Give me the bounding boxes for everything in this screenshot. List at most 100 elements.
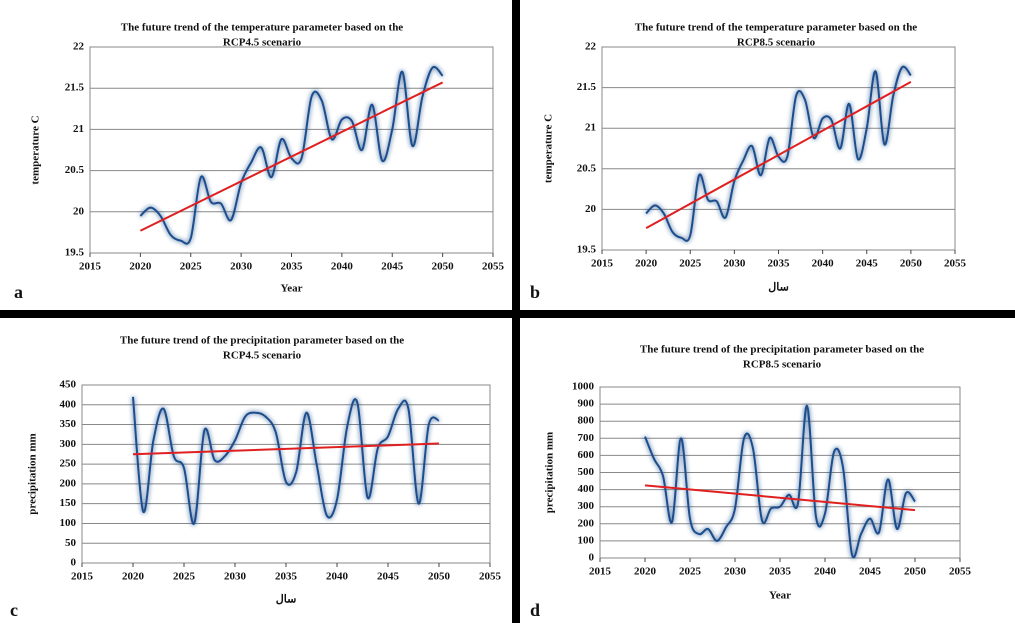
y-tick-label: 900 (578, 398, 595, 410)
y-axis-label: precipitation mm (544, 432, 556, 513)
x-tick-label: 2025 (173, 571, 196, 583)
chart-title: The future trend of the precipitation pa… (640, 344, 924, 356)
y-tick-label: 200 (578, 517, 595, 529)
x-tick-label: 2030 (224, 571, 247, 583)
y-tick-label: 300 (60, 438, 77, 450)
x-axis-label: سال (276, 594, 297, 606)
divider (0, 310, 1015, 318)
trend-line (645, 81, 912, 229)
x-tick-label: 2035 (281, 261, 304, 273)
y-tick-label: 19.5 (577, 244, 597, 256)
x-tick-label: 2050 (904, 566, 927, 578)
chart-title: RCP8.5 scenario (743, 359, 822, 371)
y-tick-label: 400 (60, 398, 77, 410)
x-tick-label: 2015 (79, 261, 102, 273)
x-tick-label: 2020 (122, 571, 145, 583)
plot-border (89, 46, 494, 254)
x-tick-label: 2015 (71, 571, 94, 583)
x-tick-label: 2025 (679, 566, 702, 578)
x-tick-label: 2030 (724, 566, 747, 578)
y-tick-label: 100 (578, 534, 595, 546)
y-tick-label: 250 (60, 458, 77, 470)
y-tick-label: 200 (60, 477, 77, 489)
plot-border (601, 46, 956, 251)
chart-title: The future trend of the temperature para… (635, 22, 918, 34)
y-tick-label: 350 (60, 418, 77, 430)
y-axis-label: temperature C (543, 114, 555, 183)
x-tick-label: 2040 (814, 566, 837, 578)
chart-title: RCP4.5 scenario (223, 37, 302, 49)
panel-label: a (14, 282, 23, 302)
y-tick-label: 22 (585, 41, 597, 53)
data-line (645, 65, 912, 242)
x-tick-label: 2030 (723, 258, 746, 270)
x-tick-label: 2040 (812, 258, 835, 270)
x-tick-label: 2015 (591, 258, 614, 270)
y-tick-label: 19.5 (65, 247, 85, 259)
chart-title: The future trend of the temperature para… (121, 22, 404, 34)
x-tick-label: 2035 (275, 571, 298, 583)
x-tick-label: 2020 (635, 258, 658, 270)
y-tick-label: 700 (578, 432, 595, 444)
x-tick-label: 2050 (432, 261, 455, 273)
y-tick-label: 300 (578, 500, 595, 512)
y-tick-label: 20 (585, 203, 597, 215)
x-tick-label: 2055 (479, 571, 502, 583)
y-tick-label: 800 (578, 415, 595, 427)
y-tick-label: 21 (585, 122, 596, 134)
y-tick-label: 20.5 (65, 164, 85, 176)
chart-title: The future trend of the precipitation pa… (120, 335, 404, 347)
chart-title: RCP8.5 scenario (737, 37, 816, 49)
trend-line (132, 442, 440, 456)
x-tick-label: 2045 (859, 566, 882, 578)
x-axis-label: سال (768, 282, 789, 294)
x-axis-label: Year (281, 283, 303, 295)
x-tick-label: 2045 (377, 571, 400, 583)
x-tick-label: 2045 (381, 261, 404, 273)
y-tick-label: 22 (73, 41, 85, 53)
y-tick-label: 21.5 (577, 81, 597, 93)
panel-label: d (530, 600, 540, 620)
x-tick-label: 2045 (856, 258, 879, 270)
x-tick-label: 2055 (949, 566, 972, 578)
plot-border (81, 384, 491, 564)
y-tick-label: 21 (73, 123, 84, 135)
panel-label: c (10, 600, 18, 620)
x-tick-label: 2030 (230, 261, 253, 273)
y-tick-label: 400 (578, 483, 595, 495)
x-tick-label: 2055 (482, 261, 505, 273)
y-tick-label: 20 (73, 205, 85, 217)
x-tick-label: 2015 (589, 566, 612, 578)
y-tick-label: 1000 (572, 381, 595, 393)
x-axis-label: Year (769, 590, 791, 602)
y-tick-label: 150 (60, 497, 77, 509)
y-tick-label: 600 (578, 449, 595, 461)
chart-title: RCP4.5 scenario (223, 350, 302, 362)
y-tick-label: 100 (60, 517, 77, 529)
y-tick-label: 21.5 (65, 82, 85, 94)
y-tick-label: 0 (589, 552, 595, 564)
x-tick-label: 2050 (900, 258, 923, 270)
x-tick-label: 2055 (944, 258, 967, 270)
x-tick-label: 2020 (634, 566, 657, 578)
y-axis-label: precipitation mm (27, 433, 39, 514)
y-tick-label: 500 (578, 466, 595, 478)
y-tick-label: 0 (71, 557, 77, 569)
trend-line (139, 81, 444, 232)
x-tick-label: 2040 (331, 261, 354, 273)
y-axis-label: temperature C (30, 115, 42, 184)
x-tick-label: 2025 (180, 261, 203, 273)
data-line (132, 396, 440, 525)
x-tick-label: 2025 (679, 258, 702, 270)
data-line (139, 65, 444, 245)
panel-label: b (530, 282, 540, 302)
x-tick-label: 2020 (129, 261, 152, 273)
x-tick-label: 2035 (769, 566, 792, 578)
y-tick-label: 50 (65, 537, 77, 549)
x-tick-label: 2035 (768, 258, 791, 270)
trend-line (644, 484, 916, 512)
x-tick-label: 2040 (326, 571, 349, 583)
y-tick-label: 20.5 (577, 162, 597, 174)
